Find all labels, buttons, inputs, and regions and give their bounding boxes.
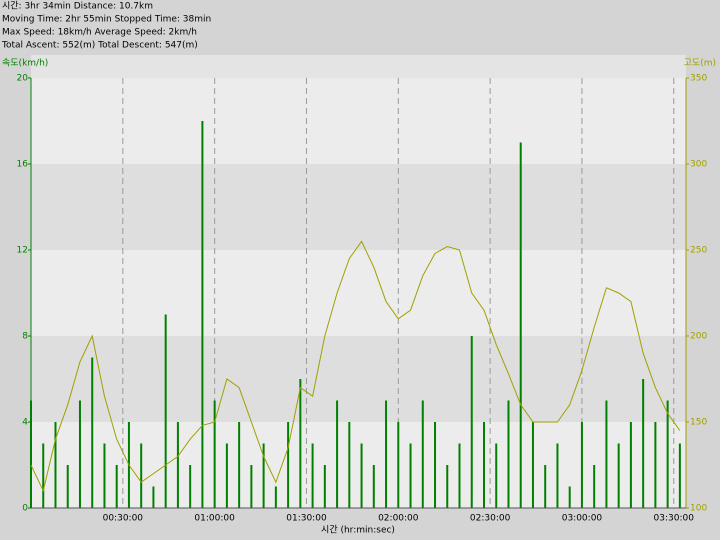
y2-tick-label: 150 (690, 418, 707, 428)
grid-band (31, 164, 686, 250)
y-tick-label: 8 (22, 332, 28, 342)
y2-tick-label: 300 (690, 160, 707, 170)
y2-axis-label: 고도(m) (684, 59, 716, 69)
header-line: Max Speed: 18km/h Average Speed: 2km/h (2, 28, 197, 38)
header-line: Moving Time: 2hr 55min Stopped Time: 38m… (2, 15, 211, 25)
grid-band (31, 78, 686, 164)
x-tick-label: 02:00:00 (378, 514, 419, 524)
y-axis-label: 속도(km/h) (2, 58, 48, 69)
y2-tick-label: 100 (690, 504, 707, 514)
y-tick-label: 16 (17, 160, 29, 170)
x-axis-label: 시간 (hr:min:sec) (321, 525, 395, 536)
x-tick-label: 00:30:00 (103, 514, 144, 524)
x-tick-label: 03:00:00 (562, 514, 603, 524)
y2-tick-label: 350 (690, 74, 707, 84)
y2-tick-label: 200 (690, 332, 707, 342)
y-tick-label: 4 (22, 418, 28, 428)
y2-tick-label: 250 (690, 246, 707, 256)
x-tick-label: 01:30:00 (286, 514, 327, 524)
y-tick-label: 20 (17, 74, 29, 84)
grid-band (31, 336, 686, 422)
y-tick-label: 12 (17, 246, 28, 256)
x-tick-label: 03:30:00 (654, 514, 695, 524)
altitude-line (30, 240, 681, 493)
y-tick-label: 0 (22, 504, 28, 514)
header-line: Total Ascent: 552(m) Total Descent: 547(… (1, 41, 198, 51)
header-line: 시간: 3hr 34min Distance: 10.7km (2, 1, 153, 12)
grid-band (31, 250, 686, 336)
x-tick-label: 01:00:00 (194, 514, 235, 524)
x-tick-label: 02:30:00 (470, 514, 511, 524)
grid-band (31, 422, 686, 508)
